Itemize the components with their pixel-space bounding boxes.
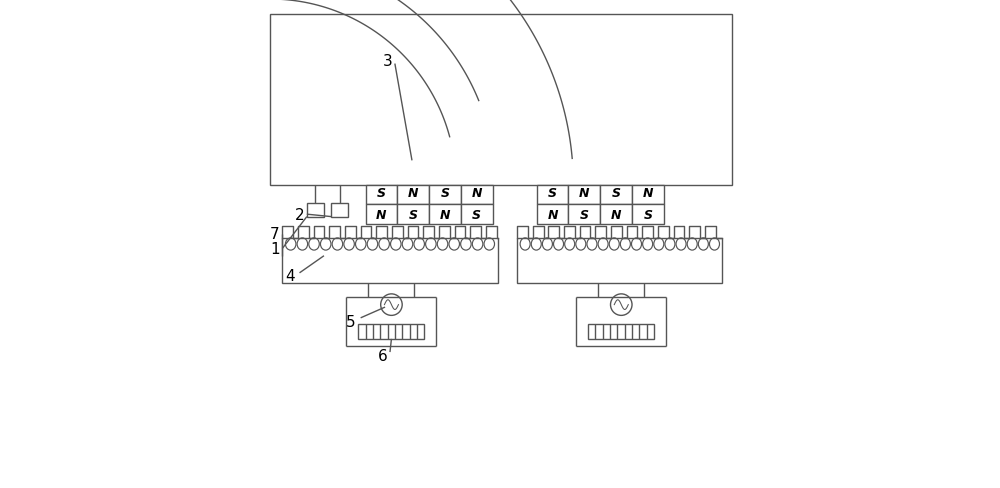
Text: N: N [643, 186, 653, 199]
Text: N: N [547, 208, 558, 221]
Bar [366, 185, 397, 205]
Bar [282, 238, 498, 283]
Bar [331, 203, 348, 217]
Bar [461, 205, 493, 224]
Text: S: S [612, 186, 621, 199]
Bar [568, 205, 600, 224]
Text: N: N [579, 186, 590, 199]
Text: S: S [409, 208, 418, 221]
Text: N: N [611, 208, 621, 221]
Bar [632, 185, 664, 205]
Bar [588, 325, 654, 339]
Bar [397, 205, 429, 224]
Bar [461, 185, 493, 205]
Text: S: S [643, 208, 652, 221]
Bar [307, 203, 324, 217]
Text: 4: 4 [285, 268, 295, 283]
Bar [600, 185, 632, 205]
Bar [600, 205, 632, 224]
Bar [429, 185, 461, 205]
Text: 5: 5 [346, 315, 356, 329]
Bar [517, 238, 722, 283]
Text: S: S [472, 208, 481, 221]
Text: N: N [376, 208, 387, 221]
Text: N: N [472, 186, 482, 199]
Text: 7: 7 [270, 227, 280, 242]
Bar [397, 185, 429, 205]
Text: S: S [440, 186, 449, 199]
Bar [270, 15, 732, 185]
Bar [537, 205, 568, 224]
Bar [632, 205, 664, 224]
Text: 2: 2 [295, 207, 304, 222]
Text: 3: 3 [383, 54, 392, 68]
Bar [568, 185, 600, 205]
Text: 1: 1 [270, 242, 280, 256]
Bar [358, 325, 424, 339]
Text: S: S [548, 186, 557, 199]
Bar [429, 205, 461, 224]
Text: S: S [377, 186, 386, 199]
Text: N: N [440, 208, 450, 221]
Text: N: N [408, 186, 418, 199]
Bar [366, 205, 397, 224]
Text: 6: 6 [378, 349, 388, 364]
Text: S: S [580, 208, 589, 221]
Bar [537, 185, 568, 205]
